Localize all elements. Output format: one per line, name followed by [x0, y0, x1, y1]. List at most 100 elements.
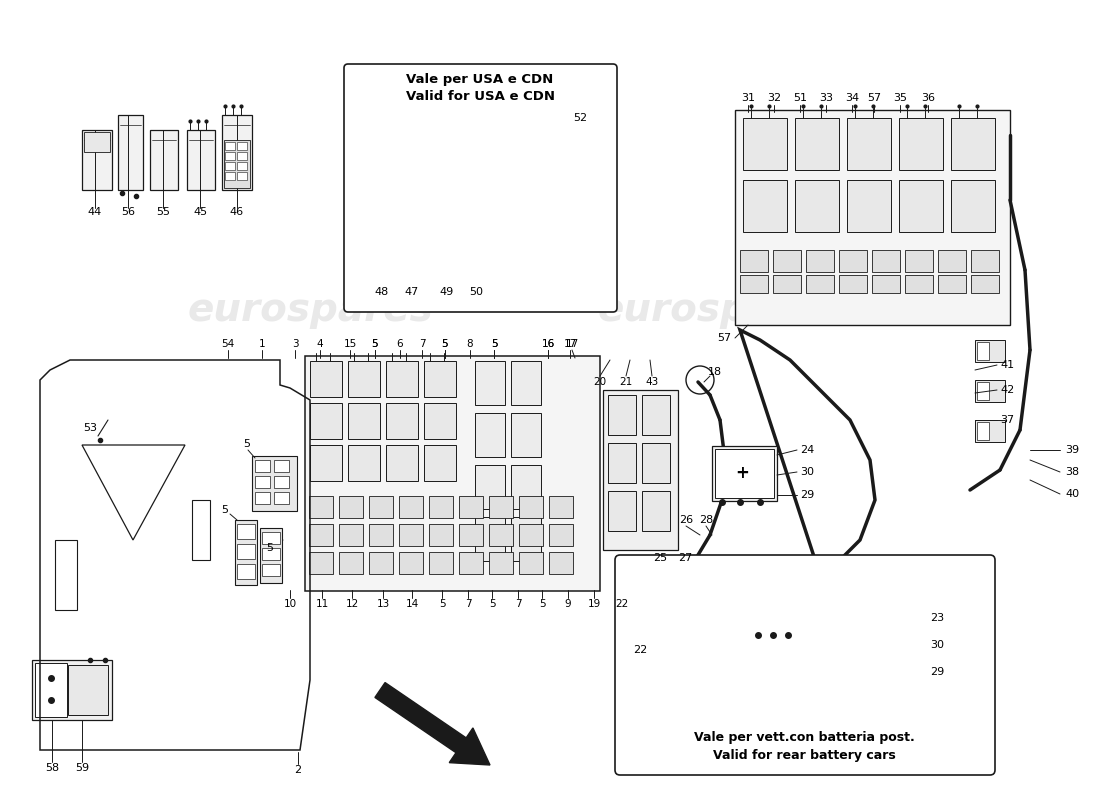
- Text: 5: 5: [488, 599, 495, 609]
- Bar: [510, 118, 560, 178]
- Bar: [742, 118, 786, 170]
- Bar: [255, 460, 270, 472]
- Bar: [549, 552, 573, 574]
- Text: 11: 11: [316, 599, 329, 609]
- Bar: [226, 162, 235, 170]
- Bar: [428, 135, 468, 165]
- Text: 8: 8: [466, 339, 473, 349]
- Bar: [839, 275, 867, 293]
- Bar: [224, 140, 250, 188]
- Text: 5: 5: [439, 599, 446, 609]
- Bar: [339, 524, 363, 546]
- Bar: [339, 496, 363, 518]
- Bar: [399, 524, 424, 546]
- Bar: [84, 132, 110, 152]
- Text: 49: 49: [440, 287, 454, 297]
- Bar: [399, 552, 424, 574]
- Text: eurospares: eurospares: [187, 291, 433, 329]
- Bar: [905, 250, 933, 272]
- Text: 45: 45: [192, 207, 207, 217]
- Bar: [513, 122, 535, 147]
- Text: Vale per USA e CDN: Vale per USA e CDN: [406, 74, 553, 86]
- Bar: [424, 445, 456, 481]
- Bar: [236, 524, 255, 539]
- Text: 16: 16: [541, 339, 554, 349]
- Text: 42: 42: [1000, 385, 1014, 395]
- Text: 7: 7: [464, 599, 471, 609]
- Bar: [512, 517, 541, 561]
- Bar: [150, 130, 178, 190]
- Bar: [309, 552, 333, 574]
- Bar: [459, 496, 483, 518]
- Text: 27: 27: [678, 553, 692, 563]
- Bar: [642, 395, 670, 435]
- Bar: [740, 250, 768, 272]
- Bar: [512, 465, 541, 509]
- Bar: [226, 142, 235, 150]
- Text: 5: 5: [372, 339, 378, 349]
- Text: 12: 12: [345, 599, 359, 609]
- Bar: [236, 564, 255, 579]
- Bar: [899, 118, 943, 170]
- Bar: [429, 552, 453, 574]
- Text: 5: 5: [491, 339, 497, 349]
- Bar: [348, 361, 380, 397]
- Bar: [368, 552, 393, 574]
- Text: 52: 52: [573, 113, 587, 123]
- Bar: [755, 612, 778, 630]
- Text: 39: 39: [1065, 445, 1079, 455]
- Text: 35: 35: [893, 93, 907, 103]
- Bar: [236, 152, 248, 160]
- Bar: [519, 524, 543, 546]
- FancyArrow shape: [375, 682, 490, 765]
- Bar: [424, 361, 456, 397]
- Bar: [952, 118, 996, 170]
- Text: 26: 26: [679, 515, 693, 525]
- Bar: [386, 361, 418, 397]
- Text: 4: 4: [317, 339, 323, 349]
- Text: 23: 23: [930, 613, 944, 623]
- Bar: [938, 275, 966, 293]
- Bar: [236, 172, 248, 180]
- Bar: [475, 361, 505, 405]
- Bar: [780, 612, 803, 630]
- Bar: [490, 524, 513, 546]
- Bar: [549, 496, 573, 518]
- Text: 57: 57: [867, 93, 881, 103]
- Bar: [806, 250, 834, 272]
- Text: 55: 55: [156, 207, 170, 217]
- Text: 10: 10: [284, 599, 297, 609]
- Bar: [226, 172, 235, 180]
- Bar: [429, 496, 453, 518]
- Bar: [429, 524, 453, 546]
- Bar: [603, 390, 678, 550]
- Bar: [348, 445, 380, 481]
- Bar: [459, 524, 483, 546]
- Bar: [512, 413, 541, 457]
- Bar: [236, 544, 255, 559]
- Text: 51: 51: [793, 93, 807, 103]
- Bar: [55, 540, 77, 610]
- Text: 5: 5: [243, 439, 251, 449]
- Text: 22: 22: [632, 645, 647, 655]
- Text: 58: 58: [45, 763, 59, 773]
- Bar: [274, 460, 289, 472]
- Bar: [977, 422, 989, 440]
- Text: +: +: [735, 464, 749, 482]
- Text: 29: 29: [800, 490, 814, 500]
- Text: 40: 40: [1065, 489, 1079, 499]
- Text: 20: 20: [593, 377, 606, 387]
- Bar: [386, 445, 418, 481]
- Bar: [386, 403, 418, 439]
- Text: 5: 5: [491, 339, 497, 349]
- Bar: [512, 361, 541, 405]
- Bar: [899, 180, 943, 232]
- Bar: [971, 275, 999, 293]
- Text: 2: 2: [295, 765, 301, 775]
- Bar: [310, 361, 342, 397]
- Text: 7: 7: [419, 339, 426, 349]
- Bar: [806, 275, 834, 293]
- Bar: [952, 180, 996, 232]
- Text: 5: 5: [266, 543, 274, 553]
- Text: 5: 5: [442, 339, 449, 349]
